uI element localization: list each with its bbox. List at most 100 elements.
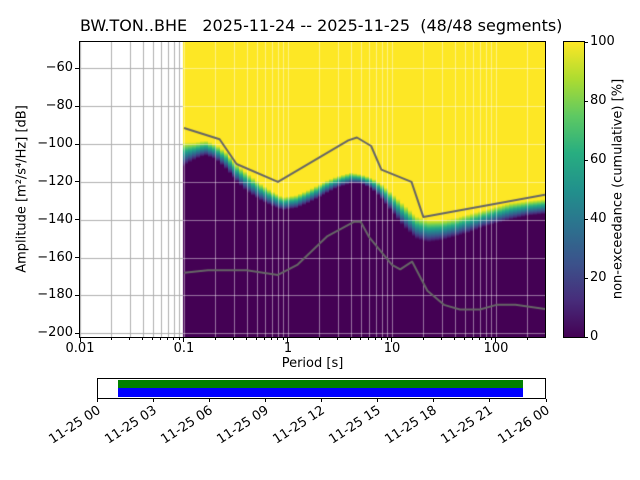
x-minor-tick-mark — [479, 338, 481, 340]
y-tick-mark — [75, 143, 79, 145]
timeline-data-coverage-bar — [118, 380, 524, 388]
x-minor-tick-mark — [271, 338, 273, 340]
x-tick-label: 10 — [383, 341, 401, 356]
x-minor-tick-mark — [441, 338, 443, 340]
timeline-tick-label: 11-25 15 — [326, 403, 384, 448]
timeline-tick-mark — [264, 399, 266, 402]
timeline-tick-label: 11-25 18 — [382, 403, 440, 448]
timeline-tick-label: 11-25 12 — [270, 403, 328, 448]
x-minor-tick-mark — [454, 338, 456, 340]
colorbar-gradient — [563, 41, 585, 338]
x-minor-tick-mark — [264, 338, 266, 340]
y-tick-label: −140 — [37, 211, 73, 227]
x-minor-tick-mark — [360, 338, 362, 340]
timeline-segments-bar — [118, 388, 524, 397]
y-tick-mark — [75, 332, 79, 334]
x-tick-label: 0.1 — [173, 341, 195, 356]
x-minor-tick-mark — [490, 338, 492, 340]
y-tick-mark — [75, 181, 79, 183]
timeline-tick-label: 11-26 00 — [494, 403, 553, 448]
x-tick-label: 0.01 — [65, 341, 95, 356]
x-minor-tick-mark — [526, 338, 528, 340]
y-tick-mark — [75, 294, 79, 296]
y-tick-mark — [75, 257, 79, 259]
x-minor-tick-mark — [337, 338, 339, 340]
colorbar-tick-mark — [584, 41, 588, 43]
x-minor-tick-mark — [422, 338, 424, 340]
colorbar-tick-label: 0 — [590, 329, 599, 344]
x-minor-tick-mark — [129, 338, 131, 340]
x-axis-label: Period [s] — [281, 356, 344, 371]
colorbar-tick-mark — [584, 159, 588, 161]
colorbar-label: non-exceedance (cumulative) [%] — [610, 78, 626, 300]
plot-title: BW.TON..BHE 2025-11-24 -- 2025-11-25 (48… — [80, 16, 563, 35]
colorbar-tick-label: 40 — [590, 211, 607, 226]
y-tick-label: −60 — [45, 60, 73, 76]
y-tick-mark — [75, 219, 79, 221]
colorbar-tick-label: 60 — [590, 152, 607, 167]
x-tick-mark — [287, 338, 289, 342]
x-minor-tick-mark — [178, 338, 180, 340]
x-minor-tick-mark — [246, 338, 248, 340]
timeline-tick-mark — [321, 399, 322, 402]
x-minor-tick-mark — [256, 338, 258, 340]
timeline-coverage-box — [97, 378, 546, 399]
x-minor-tick-mark — [277, 338, 279, 340]
x-tick-mark — [183, 338, 185, 342]
colorbar-tick-label: 20 — [590, 270, 607, 285]
x-minor-tick-mark — [142, 338, 144, 340]
colorbar-tick-mark — [584, 100, 588, 102]
timeline-tick-label: 11-25 09 — [214, 403, 272, 448]
x-minor-tick-mark — [167, 338, 169, 340]
x-minor-tick-mark — [485, 338, 487, 340]
x-minor-tick-mark — [386, 338, 388, 340]
x-minor-tick-mark — [160, 338, 162, 340]
x-tick-mark — [391, 338, 393, 342]
x-minor-tick-mark — [173, 338, 175, 340]
y-tick-label: −180 — [37, 287, 73, 303]
x-minor-tick-mark — [464, 338, 466, 340]
colorbar-tick-mark — [584, 277, 588, 279]
x-tick-label: 100 — [483, 341, 509, 356]
y-tick-mark — [75, 67, 79, 69]
y-tick-label: −100 — [37, 136, 73, 152]
timeline-tick-label: 11-25 03 — [102, 403, 160, 448]
colorbar-tick-mark — [584, 218, 588, 220]
x-minor-tick-mark — [368, 338, 370, 340]
x-minor-tick-mark — [350, 338, 352, 340]
x-minor-tick-mark — [233, 338, 235, 340]
y-tick-label: −120 — [37, 173, 73, 189]
timeline-tick-mark — [208, 399, 210, 402]
y-tick-label: −160 — [37, 249, 73, 265]
colorbar-tick-label: 80 — [590, 93, 607, 108]
y-tick-label: −200 — [37, 325, 73, 341]
colorbar-tick-mark — [584, 336, 588, 338]
ppsd-heatmap-canvas — [80, 42, 545, 337]
x-minor-tick-mark — [381, 338, 383, 340]
y-tick-mark — [75, 105, 79, 107]
timeline-tick-mark — [96, 399, 98, 402]
x-minor-tick-mark — [152, 338, 154, 340]
x-minor-tick-mark — [318, 338, 320, 340]
timeline-tick-label: 11-25 06 — [158, 403, 216, 448]
x-minor-tick-mark — [375, 338, 377, 340]
x-minor-tick-mark — [214, 338, 216, 340]
timeline-tick-mark — [489, 399, 491, 402]
x-minor-tick-mark — [282, 338, 284, 340]
x-tick-mark — [495, 338, 497, 342]
timeline-tick-mark — [377, 399, 379, 402]
timeline-tick-label: 11-25 00 — [45, 403, 104, 448]
x-minor-tick-mark — [110, 338, 112, 340]
colorbar-tick-label: 100 — [590, 34, 615, 49]
x-tick-mark — [79, 338, 81, 342]
timeline-tick-mark — [433, 399, 435, 402]
x-minor-tick-mark — [472, 338, 474, 340]
x-tick-label: 1 — [283, 341, 293, 356]
timeline-tick-mark — [152, 399, 154, 402]
timeline-tick-mark — [545, 399, 547, 402]
timeline-tick-label: 11-25 21 — [438, 403, 497, 448]
y-tick-label: −80 — [45, 98, 73, 114]
y-axis-label: Amplitude [m²/s⁴/Hz] [dB] — [14, 105, 30, 273]
axes-frame — [79, 41, 546, 338]
